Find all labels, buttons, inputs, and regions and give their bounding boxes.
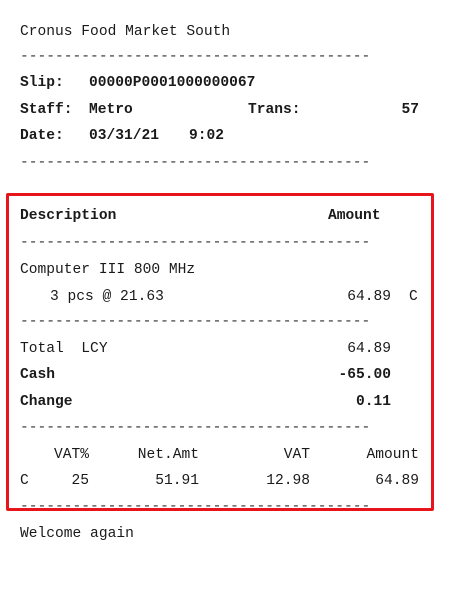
separator: ---------------------------------------- — [20, 49, 371, 65]
column-header-amount: Amount — [328, 208, 381, 224]
vat-header-vat: VAT — [283, 447, 310, 463]
vat-header-vat-percent: VAT% — [53, 447, 89, 463]
column-header-description: Description — [20, 208, 117, 224]
separator: ---------------------------------------- — [20, 499, 371, 515]
vat-row-amount: 64.89 — [375, 473, 419, 489]
highlight-box — [6, 193, 434, 511]
store-name: Cronus Food Market South — [20, 24, 231, 40]
separator: ---------------------------------------- — [20, 314, 371, 330]
cash-value: -65.00 — [338, 367, 391, 383]
trans-label: Trans: — [248, 102, 301, 118]
slip-number: 00000P0001000000067 — [89, 75, 256, 91]
footer-message: Welcome again — [20, 526, 134, 542]
total-label: Total LCY — [20, 341, 108, 357]
vat-row-vat: 12.98 — [266, 473, 310, 489]
item-vat-code: C — [409, 289, 418, 305]
vat-row-net-amount: 51.91 — [155, 473, 199, 489]
separator: ---------------------------------------- — [20, 235, 371, 251]
item-name: Computer III 800 MHz — [20, 262, 196, 278]
total-value: 64.89 — [347, 341, 391, 357]
date-label: Date: — [20, 128, 64, 144]
vat-header-net-amount: Net.Amt — [137, 447, 199, 463]
cash-label: Cash — [20, 367, 56, 383]
change-label: Change — [20, 394, 73, 410]
vat-row-code: C — [20, 473, 29, 489]
change-value: 0.11 — [355, 394, 391, 410]
separator: ---------------------------------------- — [20, 155, 371, 171]
item-quantity-line: 3 pcs @ 21.63 — [50, 289, 164, 305]
staff-label: Staff: — [20, 102, 73, 118]
date-value: 03/31/21 — [89, 128, 160, 144]
slip-label: Slip: — [20, 75, 64, 91]
separator: ---------------------------------------- — [20, 420, 371, 436]
vat-header-amount: Amount — [366, 447, 419, 463]
trans-value: 57 — [401, 102, 419, 118]
staff-value: Metro — [89, 102, 133, 118]
time-value: 9:02 — [189, 128, 225, 144]
item-amount: 64.89 — [347, 289, 391, 305]
vat-row-percent: 25 — [71, 473, 89, 489]
